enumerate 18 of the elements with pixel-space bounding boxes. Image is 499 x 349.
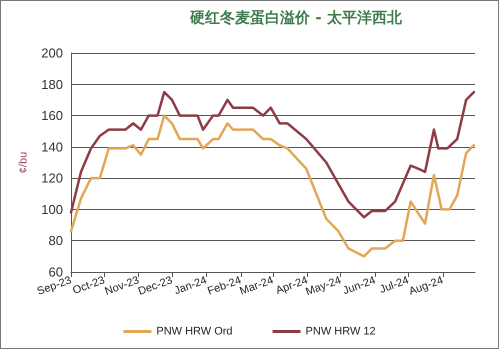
x-tick-label: Jan-24 — [172, 274, 208, 298]
y-tick-label: 80 — [48, 233, 63, 248]
y-tick-label: 160 — [41, 108, 63, 124]
chart-title: 硬红冬麦蛋白溢价 - 太平洋西北 — [189, 8, 403, 26]
line-series — [70, 114, 476, 258]
x-tick-label: Mar-24 — [238, 274, 276, 298]
legend-label: PNW HRW Ord — [156, 326, 233, 338]
y-axis-title: ¢/bu — [18, 152, 30, 174]
line-series — [70, 90, 476, 218]
y-tick-label: 180 — [41, 76, 63, 92]
y-tick-label: 60 — [48, 264, 63, 280]
legend-label: PNW HRW 12 — [306, 326, 376, 338]
x-tick-label: Jun-24 — [341, 274, 378, 298]
y-tick-label: 140 — [41, 139, 63, 154]
y-tick-label: 100 — [41, 202, 63, 217]
y-tick-label: 200 — [41, 46, 63, 60]
x-tick-label: Jul-24 — [378, 274, 410, 296]
y-tick-label: 120 — [41, 170, 63, 186]
